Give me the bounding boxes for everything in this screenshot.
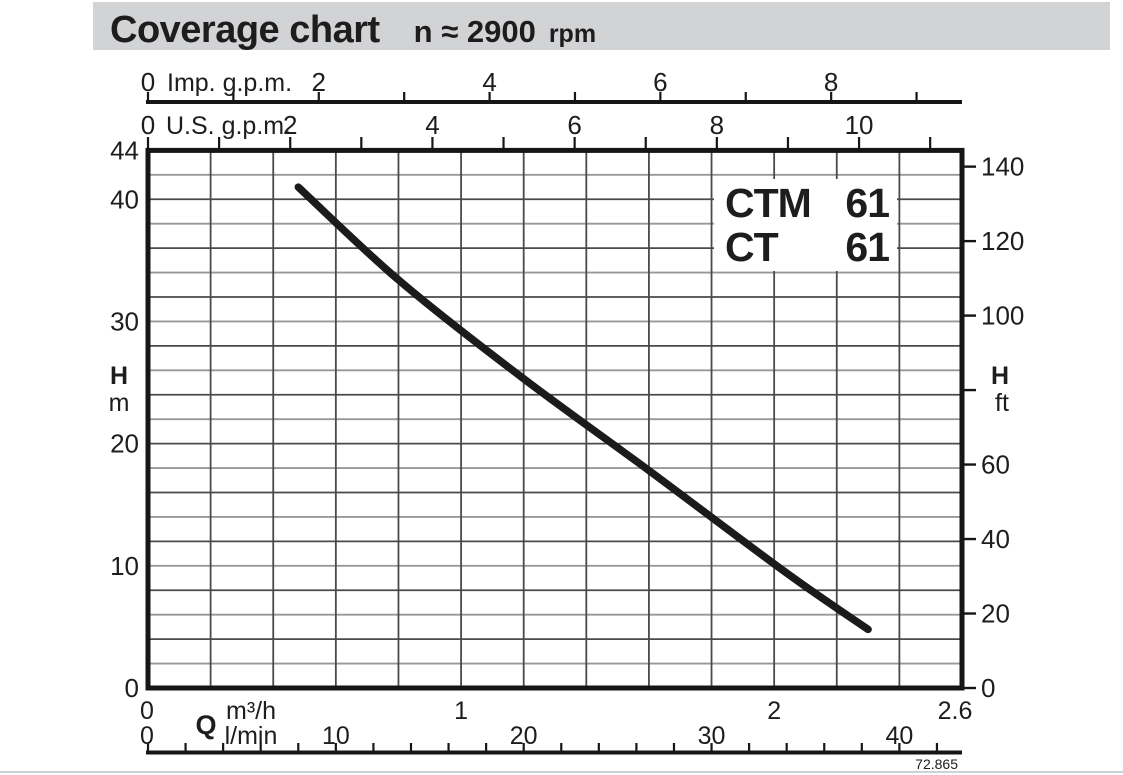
imp-gpm-tick-label: 8 [824,67,838,97]
h-ft-tick-label: 100 [981,301,1024,331]
page-bottom-edge [0,771,1123,773]
us-gpm-axis-name: U.S. g.p.m. [166,112,292,140]
h-ft-tick-label: 60 [981,450,1010,480]
m3h-tick-label: 1 [454,697,468,725]
lmin-tick-label: 20 [510,722,538,750]
h-m-tick-label: 10 [110,551,139,581]
grid-lines [150,152,960,686]
us-gpm-tick-label: 6 [567,110,581,140]
m3h-axis-name: m³/h [226,697,276,725]
tick-labels: 0 2 4 6 80 2 4 6 8 100102030404402040601001201400… [110,67,1024,750]
h-m-tick-label: 0 [125,673,139,703]
title-bar: Coverage chart n ≈ 2900 rpm [93,2,1110,51]
h-m-tick-label: 40 [110,184,139,214]
head-symbol-right: H [990,362,1010,390]
us-gpm-tick-label: 0 [141,110,155,140]
model-size-1: 61 [845,180,890,226]
h-ft-tick-label: 20 [981,599,1010,629]
head-unit-left: m [108,389,130,417]
h-ft-tick-label: 120 [981,226,1024,256]
page-title: Coverage chart [110,9,380,51]
head-symbol-left: H [109,362,129,390]
model-line-1: CTM 61 [725,180,890,226]
imp-gpm-tick-label: 4 [482,67,496,97]
model-name-2: CT [725,224,779,270]
model-line-2: CT 61 [725,224,890,270]
m3h-tick-label: 2.6 [938,697,973,725]
pump-curve-group [294,183,872,634]
model-name-1: CTM [725,180,812,226]
h-ft-tick-label: 0 [981,673,995,703]
h-m-tick-label: 30 [110,306,139,336]
lmin-tick-label: 40 [885,722,913,750]
imp-gpm-tick-label: 0 [141,67,155,97]
speed-unit-label: rpm [548,20,597,48]
imp-gpm-tick-label: 6 [653,67,667,97]
imp-gpm-axis-name: Imp. g.p.m. [167,69,293,97]
imp-gpm-tick-label: 2 [312,67,326,97]
head-unit-right: ft [995,389,1009,417]
us-gpm-tick-label: 8 [710,110,724,140]
h-m-tick-label: 44 [110,135,139,165]
h-ft-tick-label: 140 [981,152,1024,182]
us-gpm-tick-label: 2 [283,110,297,140]
drawing-number: 72.865 [915,756,958,772]
axis-rulers [145,100,965,755]
lmin-tick-label: 0 [140,722,154,750]
speed-label: n ≈ 2900 [413,14,536,49]
axis-ticks [146,92,976,751]
model-size-2: 61 [845,224,890,270]
us-gpm-tick-label: 4 [425,110,439,140]
plot-border [145,147,965,691]
flow-symbol: Q [195,710,217,740]
m3h-tick-label: 2 [767,697,781,725]
us-gpm-tick-label: 10 [845,110,874,140]
m3h-tick-label: 0 [140,697,154,725]
model-label-box: CTM 61 CT 61 [714,179,897,271]
h-m-tick-label: 20 [110,429,139,459]
pump-curve [294,183,872,634]
lmin-axis-name: l/min [224,722,278,750]
lmin-tick-label: 10 [322,722,350,750]
lmin-tick-label: 30 [698,722,726,750]
h-ft-tick-label: 40 [981,524,1010,554]
